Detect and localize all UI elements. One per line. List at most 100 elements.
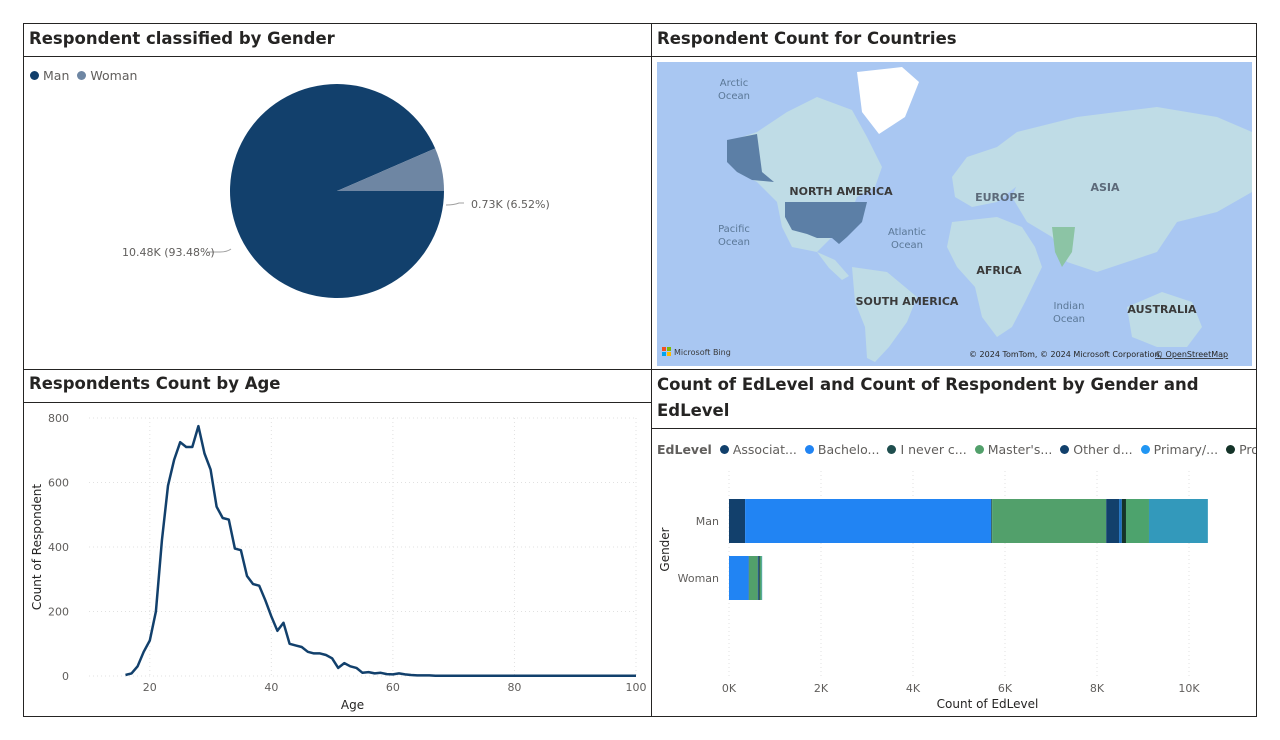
bar-segment[interactable] <box>1125 499 1149 543</box>
age-panel-title: Respondents Count by Age <box>29 374 281 393</box>
legend-item-edlevel[interactable]: Professi... <box>1226 442 1256 457</box>
africa-shape <box>947 217 1042 337</box>
edlevel-legend[interactable]: EdLevel Associat... Bachelo... I never c..… <box>657 442 1256 457</box>
label-south-america: SOUTH AMERICA <box>856 295 959 308</box>
map-panel: Respondent Count for Countries Arctic Oce… <box>651 23 1257 370</box>
man-leader-line <box>207 248 232 253</box>
legend-swatch <box>1226 445 1236 454</box>
legend-item-man[interactable]: Man <box>30 68 69 83</box>
world-map[interactable]: Arctic Ocean NORTH AMERICA EUROPE ASIA Pa… <box>657 62 1252 366</box>
australia-shape <box>1127 292 1202 347</box>
greenland-shape <box>857 67 919 134</box>
india-highlight <box>1052 227 1075 267</box>
legend-item-woman[interactable]: Woman <box>77 68 137 83</box>
legend-label: Other d... <box>1073 442 1133 457</box>
bar-segment[interactable] <box>749 556 758 600</box>
legend-label: Master's... <box>987 442 1053 457</box>
legend-label: Professi... <box>1239 442 1256 457</box>
x-tick-label: 60 <box>386 681 400 694</box>
legend-swatch <box>1060 445 1070 454</box>
label-arctic-ocean: Arctic Ocean <box>718 78 750 102</box>
age-series-line[interactable] <box>125 424 637 677</box>
legend-swatch <box>887 445 897 454</box>
europe-shape <box>952 132 1032 207</box>
label-atlantic-ocean: Atlantic Ocean <box>888 227 926 251</box>
y-tick-label: 200 <box>48 606 69 619</box>
y-category-label: Woman <box>678 572 719 585</box>
legend-item-edlevel[interactable]: Other d... <box>1060 442 1133 457</box>
usa-highlight <box>785 202 867 244</box>
legend-label: Primary/... <box>1153 442 1219 457</box>
label-australia: AUSTRALIA <box>1127 303 1197 316</box>
bing-logo-text: Microsoft Bing <box>674 348 731 357</box>
pie-slice-man[interactable] <box>229 84 444 299</box>
legend-label-man: Man <box>43 68 70 83</box>
pie-label-man: 10.48K (93.48%) <box>122 246 215 259</box>
edlevel-panel-title: Count of EdLevel and Count of Respondent… <box>657 375 1199 420</box>
bar-segment[interactable] <box>992 499 1107 543</box>
legend-label: Bachelo... <box>817 442 880 457</box>
bar-segment[interactable] <box>991 499 993 543</box>
y-tick-label: 0 <box>62 670 69 683</box>
pie-slice-woman[interactable] <box>337 148 444 191</box>
bar-segment[interactable] <box>729 499 746 543</box>
y-tick-label: 800 <box>48 412 69 425</box>
alaska-highlight <box>727 134 774 182</box>
label-north-america: NORTH AMERICA <box>789 185 893 198</box>
gender-legend[interactable]: Man Woman <box>30 68 145 83</box>
bar-segment[interactable] <box>1106 499 1120 543</box>
bar-segment[interactable] <box>745 499 992 543</box>
label-asia: ASIA <box>1090 181 1120 194</box>
bar-segment[interactable] <box>757 556 759 600</box>
legend-item-edlevel[interactable]: Associat... <box>719 442 797 457</box>
y-tick-label: 400 <box>48 541 69 554</box>
label-pacific-ocean: Pacific Ocean <box>718 224 750 248</box>
legend-swatch <box>804 445 814 454</box>
gender-panel-title: Respondent classified by Gender <box>29 29 335 48</box>
x-tick-label: 80 <box>507 681 521 694</box>
legend-item-edlevel[interactable]: Bachelo... <box>804 442 880 457</box>
y-axis-title: Gender <box>658 527 672 571</box>
openstreetmap-link[interactable]: © OpenStreetMap <box>1155 350 1228 359</box>
legend-label-woman: Woman <box>90 68 138 83</box>
bar-segment[interactable] <box>1148 499 1208 543</box>
bar-segment[interactable] <box>1119 499 1122 543</box>
south-america-shape <box>852 267 917 362</box>
legend-swatch-woman <box>77 71 87 80</box>
label-indian-ocean: Indian Ocean <box>1053 301 1085 325</box>
y-axis-title: Count of Respondent <box>30 484 44 610</box>
legend-item-edlevel[interactable]: Primary/... <box>1140 442 1219 457</box>
x-tick-label: 20 <box>143 681 157 694</box>
bar-segment[interactable] <box>758 556 760 600</box>
legend-swatch <box>719 445 729 454</box>
x-tick-label: 0K <box>722 682 737 695</box>
legend-title: EdLevel <box>657 442 712 457</box>
age-line-chart: 0 200 400 600 800 20 40 60 80 100 Age Count of Resp… <box>30 412 647 712</box>
label-africa: AFRICA <box>976 264 1022 277</box>
legend-label: Associat... <box>732 442 797 457</box>
map-copyright: © 2024 TomTom, © 2024 Microsoft Corporat… <box>969 350 1162 359</box>
woman-leader-line <box>445 202 464 206</box>
bing-logo: Microsoft Bing <box>662 347 731 357</box>
x-tick-label: 10K <box>1178 682 1200 695</box>
central-america-shape <box>817 252 849 280</box>
gender-pie-chart: 0.73K (6.52%) 10.48K (93.48%) <box>122 84 550 299</box>
map-panel-title: Respondent Count for Countries <box>657 29 957 48</box>
y-category-label: Man <box>696 515 719 528</box>
x-tick-label: 4K <box>906 682 921 695</box>
legend-label: I never c... <box>900 442 967 457</box>
legend-swatch <box>974 445 984 454</box>
label-europe: EUROPE <box>975 191 1025 204</box>
bar-segment[interactable] <box>759 556 762 600</box>
bar-segment[interactable] <box>1121 499 1126 543</box>
legend-item-edlevel[interactable]: I never c... <box>887 442 967 457</box>
x-tick-label: 8K <box>1090 682 1105 695</box>
x-tick-label: 2K <box>814 682 829 695</box>
bar-segment[interactable] <box>729 556 749 600</box>
edlevel-panel: Count of EdLevel and Count of Respondent… <box>651 369 1257 717</box>
x-axis-title: Age <box>341 698 364 712</box>
legend-item-edlevel[interactable]: Master's... <box>974 442 1053 457</box>
pie-label-woman: 0.73K (6.52%) <box>471 198 550 211</box>
age-panel: Respondents Count by Age 0 200 400 600 800 20… <box>23 369 652 717</box>
bar-segment[interactable] <box>761 556 763 600</box>
